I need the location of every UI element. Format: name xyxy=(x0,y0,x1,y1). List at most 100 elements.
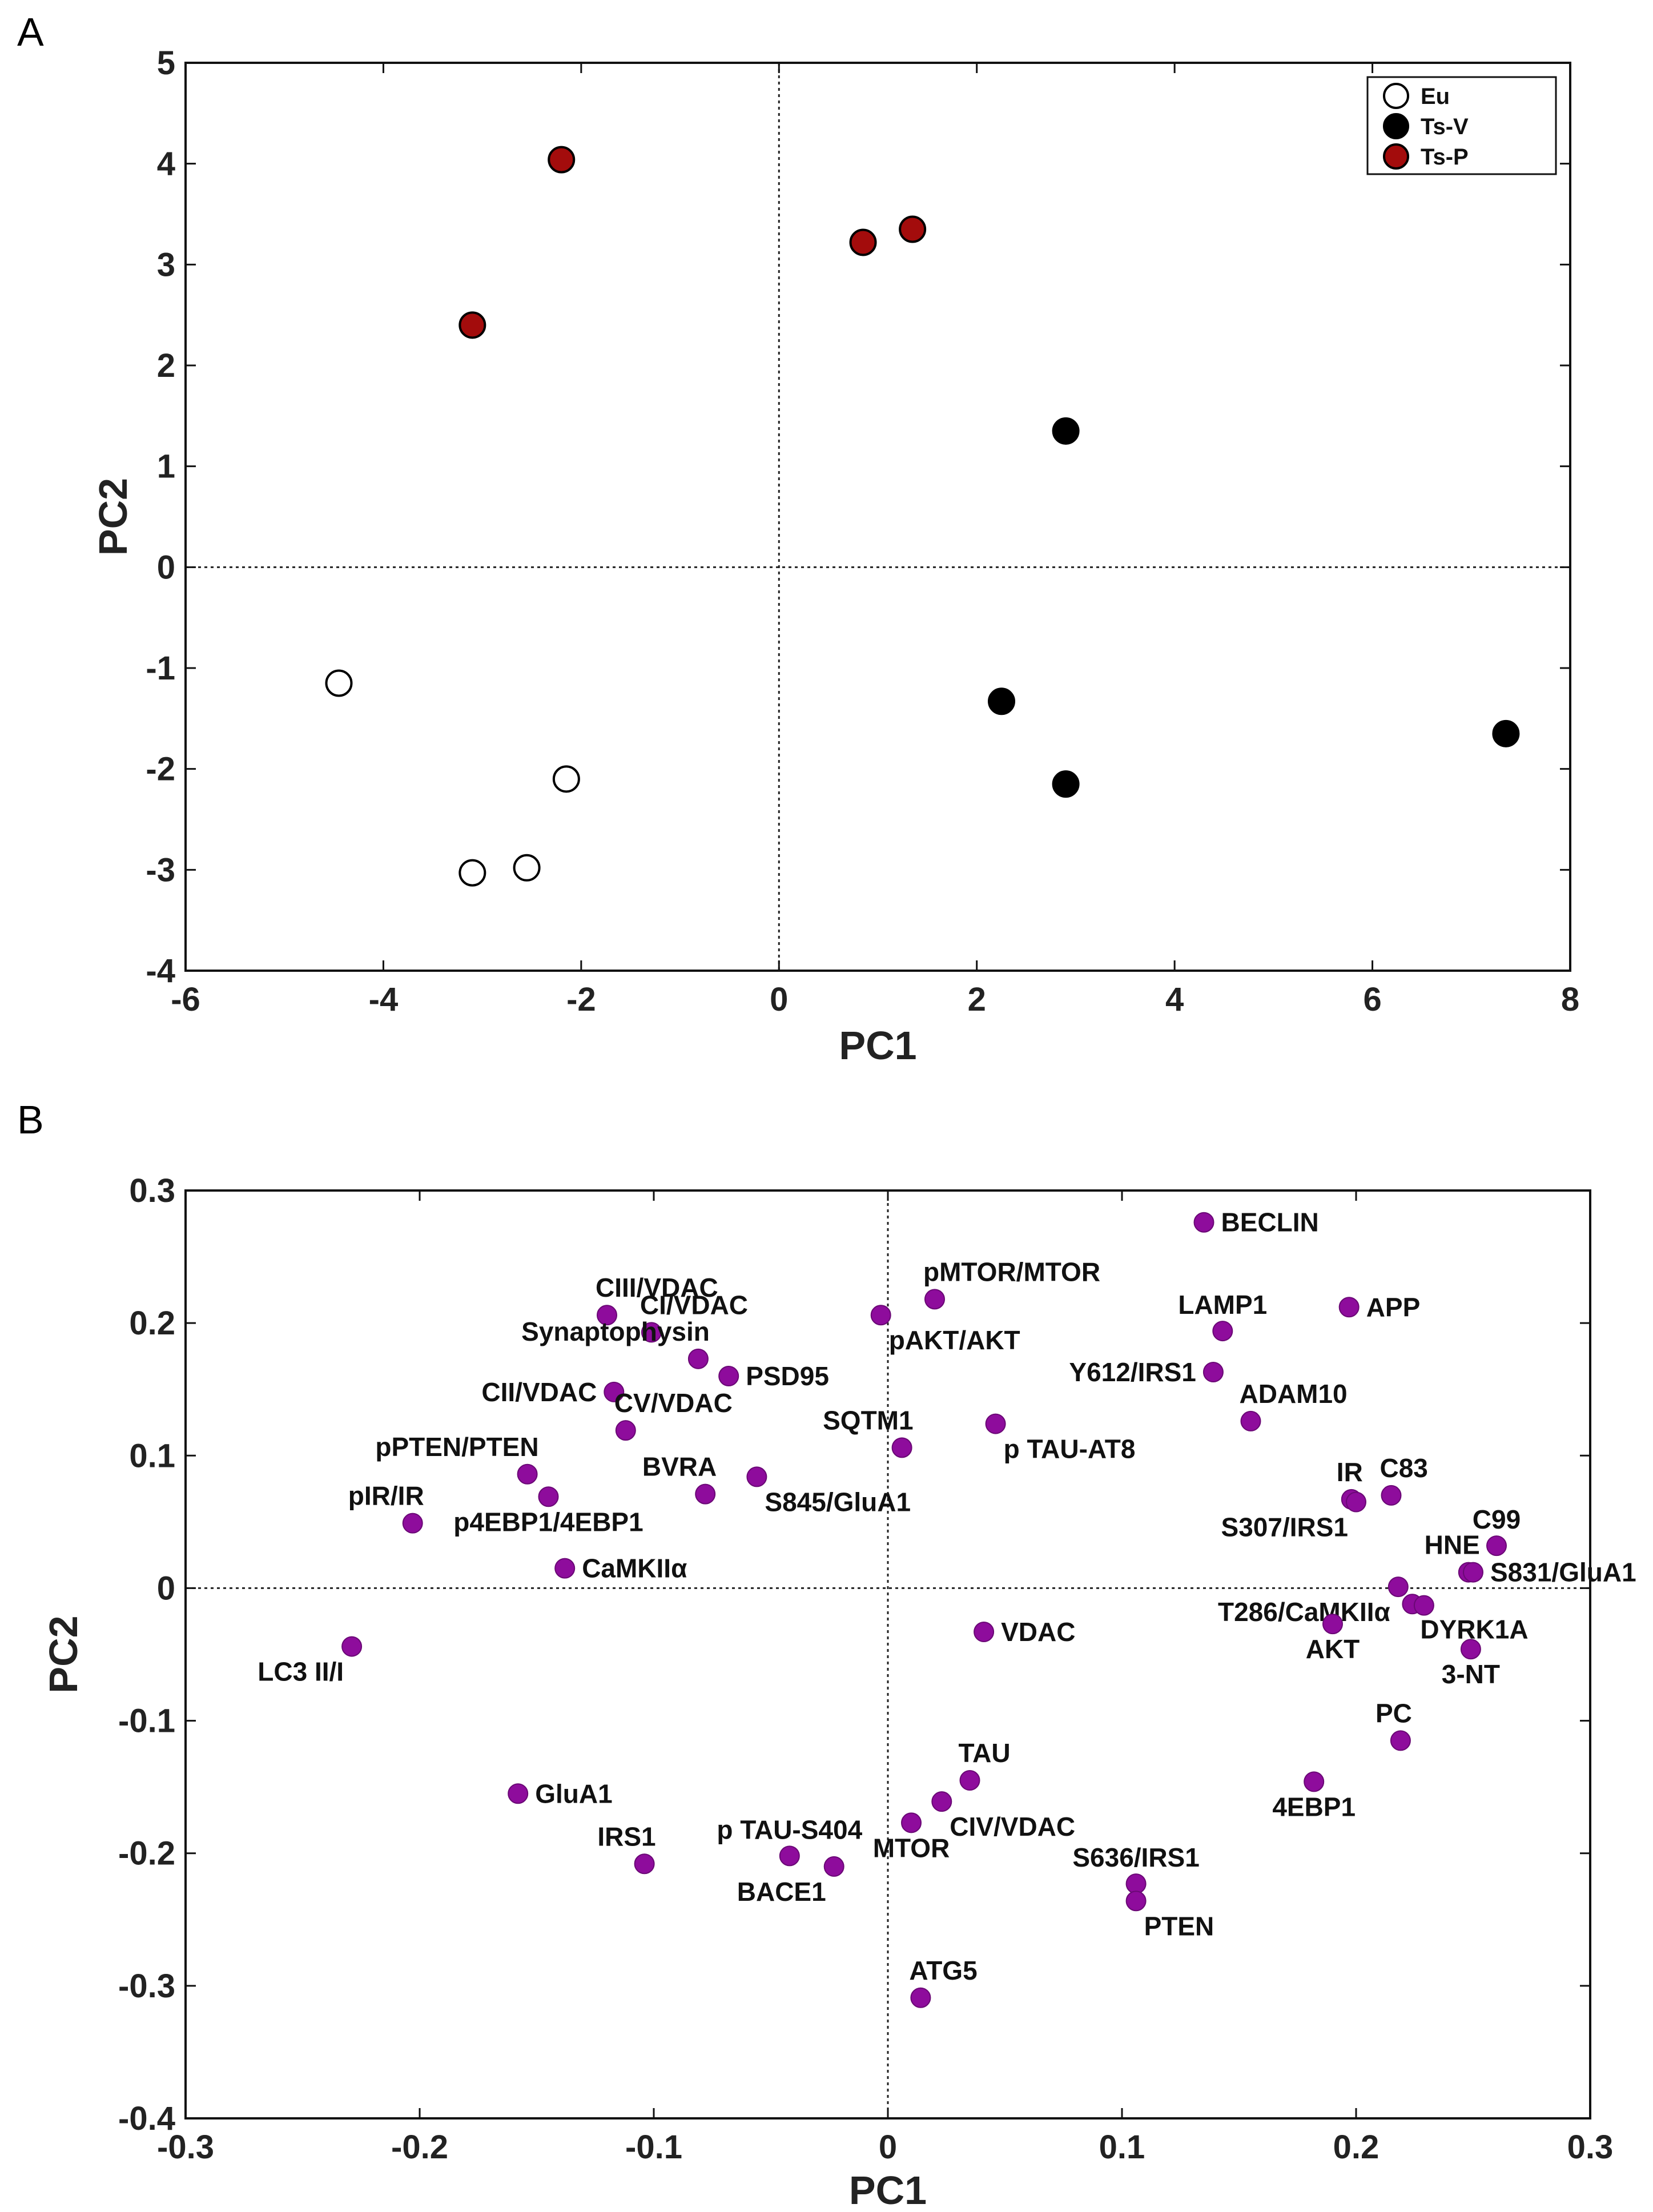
b-label-adam10: ADAM10 xyxy=(1240,1379,1348,1409)
b-point-psd95 xyxy=(718,1366,739,1386)
a-point-eu xyxy=(459,859,486,887)
a-legend-label-ts-v: Ts-V xyxy=(1421,114,1469,139)
b-point-pten xyxy=(1125,1891,1147,1912)
a-y-axis-title: PC2 xyxy=(91,478,135,556)
b-y-tick-label: 0.1 xyxy=(129,1437,175,1474)
a-y-tick-label: 2 xyxy=(157,347,175,384)
a-x-tick-label: -4 xyxy=(369,981,399,1018)
b-point-3-nt xyxy=(1460,1639,1481,1660)
b-label-pir-ir: pIR/IR xyxy=(348,1481,424,1511)
b-point-c99 xyxy=(1486,1535,1507,1557)
b-point-ciii-vdac xyxy=(597,1305,617,1326)
b-label-lc3-ii-i: LC3 II/I xyxy=(258,1657,344,1687)
b-label-akt: AKT xyxy=(1306,1634,1360,1664)
b-label-ciii-vdac: CIII/VDAC xyxy=(596,1273,718,1302)
b-label-hne: HNE xyxy=(1425,1530,1480,1560)
b-label-pc: PC xyxy=(1376,1698,1412,1728)
a-legend-swatch-ts-v xyxy=(1383,113,1409,139)
b-label-ci-vdac: CI/VDAC xyxy=(640,1290,748,1320)
b-y-tick-label: 0 xyxy=(157,1570,175,1607)
b-point-tau xyxy=(959,1770,980,1791)
a-point-ts-v xyxy=(1052,417,1080,445)
a-y-tick-label: 1 xyxy=(157,448,175,485)
b-label-ppten-pten: pPTEN/PTEN xyxy=(375,1432,538,1462)
a-y-tick-label: 3 xyxy=(157,246,175,283)
panel-a-letter: A xyxy=(17,10,44,54)
a-y-tick-label: -3 xyxy=(146,851,175,888)
b-label-s845-glua1: S845/GluA1 xyxy=(765,1487,911,1517)
b-point-p-tau-s404 xyxy=(779,1845,800,1867)
b-label-p-tau-s404: p TAU-S404 xyxy=(717,1815,862,1844)
a-y-tick-label: -2 xyxy=(146,751,175,788)
a-x-axis-title: PC1 xyxy=(839,1023,916,1068)
b-label-bace1: BACE1 xyxy=(737,1877,826,1907)
a-y-tick-label: -4 xyxy=(146,952,175,990)
b-point-lamp1 xyxy=(1212,1321,1233,1342)
b-label-pakt-akt: pAKT/AKT xyxy=(889,1325,1020,1355)
b-point-ppten-pten xyxy=(517,1463,538,1485)
a-plot-frame xyxy=(184,62,1571,972)
a-point-eu xyxy=(325,669,353,697)
b-label-app: APP xyxy=(1366,1292,1421,1322)
b-label-glua1: GluA1 xyxy=(535,1779,612,1808)
b-label-tau: TAU xyxy=(959,1738,1011,1768)
b-x-tick-label: 0.3 xyxy=(1567,2129,1614,2166)
b-point-ci-vdac xyxy=(641,1322,662,1343)
a-point-ts-v xyxy=(1052,770,1080,798)
b-point-bace1 xyxy=(823,1856,844,1877)
b-x-tick-label: 0.1 xyxy=(1099,2129,1145,2166)
b-y-tick-label: -0.4 xyxy=(118,2100,175,2137)
b-x-tick-label: -0.3 xyxy=(157,2129,214,2166)
b-x-axis-title: PC1 xyxy=(849,2168,927,2212)
b-label-beclin: BECLIN xyxy=(1221,1208,1319,1237)
a-y-tick-label: 5 xyxy=(157,45,175,82)
b-label-t286-camkii: T286/CaMKIIα xyxy=(1218,1597,1390,1627)
b-point-beclin xyxy=(1193,1212,1214,1233)
b-label-y612-irs1: Y612/IRS1 xyxy=(1069,1357,1196,1387)
b-point-bvra xyxy=(695,1483,716,1505)
b-point-adam10 xyxy=(1240,1410,1261,1431)
b-label-p4ebp1-4ebp1: p4EBP1/4EBP1 xyxy=(453,1507,643,1537)
b-x-tick-label: -0.1 xyxy=(625,2129,682,2166)
b-point-vdac xyxy=(974,1622,995,1643)
b-point-s845-glua1 xyxy=(746,1466,767,1487)
b-y-tick-label: 0.2 xyxy=(129,1305,175,1342)
b-label-irs1: IRS1 xyxy=(597,1821,655,1851)
b-label-c99: C99 xyxy=(1473,1505,1521,1534)
b-point-app xyxy=(1338,1297,1360,1318)
b-label-synaptophysin: Synaptophysin xyxy=(521,1317,710,1346)
b-point-cii-vdac xyxy=(604,1381,625,1402)
b-label-sqtm1: SQTM1 xyxy=(823,1405,913,1435)
b-point-lc3-ii-i xyxy=(341,1636,363,1657)
b-point-glua1 xyxy=(508,1783,529,1804)
b-label-s636-irs1: S636/IRS1 xyxy=(1072,1843,1199,1872)
b-point-p-tau-at8 xyxy=(985,1413,1006,1434)
b-point-t286-camkii xyxy=(1387,1576,1409,1598)
a-x-tick-label: -2 xyxy=(566,981,596,1018)
b-point-civ-vdac xyxy=(931,1791,952,1812)
a-x-tick-label: 2 xyxy=(968,981,986,1018)
b-label-vdac: VDAC xyxy=(1001,1617,1075,1647)
b-label-4ebp1: 4EBP1 xyxy=(1272,1792,1356,1821)
b-label-3-nt: 3-NT xyxy=(1442,1659,1500,1689)
panel-b-loadings: -0.3 -0.2 -0.1 0 0.1 0.2 0.3-0.4-0.3-0.2-0.100… xyxy=(41,1172,1636,2212)
b-x-tick-label: 0 xyxy=(879,2129,897,2166)
b-point-atg5 xyxy=(910,1987,931,2008)
b-point-akt xyxy=(1322,1614,1343,1635)
a-y-tick-label: -1 xyxy=(146,650,175,687)
b-point-s307-irs1 xyxy=(1346,1491,1366,1513)
b-label-pten: PTEN xyxy=(1144,1911,1214,1941)
b-y-tick-label: -0.3 xyxy=(118,1968,175,2005)
a-x-tick-label: 4 xyxy=(1165,981,1184,1018)
b-y-axis-title: PC2 xyxy=(41,1615,86,1693)
b-y-tick-label: -0.2 xyxy=(118,1835,175,1872)
a-point-ts-p xyxy=(459,311,486,339)
b-label-mtor: MTOR xyxy=(873,1833,950,1863)
b-point-c83 xyxy=(1381,1485,1402,1506)
a-point-eu xyxy=(552,765,580,793)
b-point-pc xyxy=(1390,1730,1411,1751)
b-point-unlabeled xyxy=(1413,1595,1434,1616)
a-legend-swatch-ts-p xyxy=(1383,143,1409,170)
b-point-s636-irs1 xyxy=(1125,1873,1147,1895)
